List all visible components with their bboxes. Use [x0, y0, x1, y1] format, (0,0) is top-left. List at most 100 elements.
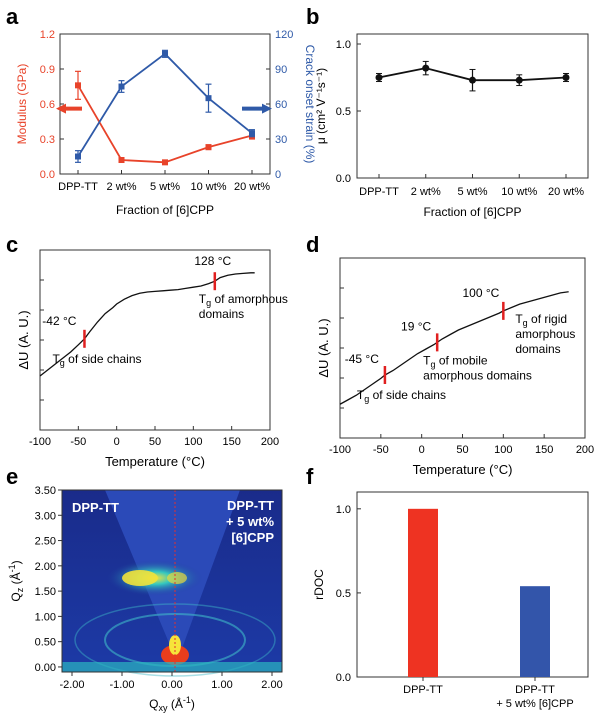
- crack-marker: [162, 50, 168, 57]
- y-left-tick-label: 0.0: [40, 169, 55, 181]
- x-tick-label: 5 wt%: [150, 181, 180, 193]
- tg-temperature-label: 100 °C: [463, 286, 500, 300]
- x-tick-label: 10 wt%: [501, 186, 537, 198]
- x-tick-label: 150: [535, 444, 553, 456]
- y-axis-label: rDOC: [312, 569, 326, 600]
- x-tick-label: 0.00: [161, 679, 182, 691]
- tg-description-line: amorphous: [515, 327, 575, 341]
- mobility-marker: [375, 74, 383, 81]
- x-tick-label: DPP-TT: [359, 186, 399, 198]
- x-tick-label: 100: [494, 444, 512, 456]
- panel-letter-e: e: [6, 464, 18, 489]
- x-tick-label: 50: [456, 444, 468, 456]
- x-tick-label: DPP-TT: [58, 181, 98, 193]
- tg-rest: of rigid: [528, 312, 567, 326]
- rdoc-bar: [408, 508, 438, 677]
- y-axis-label: μ (cm² V⁻¹s⁻¹): [314, 68, 328, 144]
- plot-frame: [356, 33, 589, 179]
- y-left-tick-label: 1.2: [40, 29, 55, 41]
- mobility-marker: [515, 76, 523, 84]
- giwaxs-right-label-line: DPP-TT: [227, 498, 274, 513]
- y-tick-label: 2.50: [35, 536, 56, 548]
- x-tick-label: 200: [261, 436, 279, 448]
- plot-frame: [39, 249, 271, 431]
- x-axis-label-part: Q: [149, 697, 158, 711]
- x-tick-label: 5 wt%: [458, 186, 488, 198]
- x-tick-label: 20 wt%: [548, 186, 584, 198]
- tg-subscript: g: [206, 298, 211, 308]
- tg-description-label: Tg of rigid: [515, 312, 567, 328]
- y-tick-label: 0.50: [35, 637, 56, 649]
- y-axis-label-part: Q: [9, 592, 23, 601]
- tg-subscript: g: [364, 394, 369, 404]
- y-axis-label-part: (Å: [8, 572, 23, 587]
- x-tick-label: 20 wt%: [234, 181, 270, 193]
- x-axis-label-part: (Å: [167, 696, 182, 711]
- panel-letter-b: b: [306, 4, 319, 29]
- y-left-tick-label: 0.9: [40, 64, 55, 76]
- x-tick-label: 0: [114, 436, 120, 448]
- y-tick-label: 0.00: [35, 662, 56, 674]
- x-tick-label: -100: [29, 436, 51, 448]
- x-tick-label: 150: [222, 436, 240, 448]
- panel-b-mobility-chart: 0.0 0.5 1.0 DPP-TT 2 wt% 5 wt% 10 wt% 20 wt% Fra…: [314, 33, 589, 219]
- tg-T: T: [423, 353, 431, 367]
- x-axis-label: Qxy (Å-1): [149, 695, 195, 713]
- x-tick-label: 10 wt%: [190, 181, 226, 193]
- y-right-tick-label: 60: [275, 99, 287, 111]
- panel-letter-c: c: [6, 232, 18, 257]
- tg-description-line: amorphous domains: [423, 368, 532, 382]
- crack-marker: [205, 95, 212, 102]
- tg-description-label: Tg of side chains: [357, 388, 446, 404]
- panel-d-dsc-curve: -100 -50 0 50 100 150 200 Temperature (°C) ΔU (A…: [316, 257, 594, 477]
- x-tick-label: 50: [149, 436, 161, 448]
- x-axis-label: Temperature (°C): [105, 454, 205, 469]
- x-axis-label: Fraction of [6]CPP: [423, 205, 521, 219]
- tg-description-line: domains: [515, 342, 560, 356]
- right-axis-arrowhead: [262, 103, 272, 114]
- y-tick-label: 3.50: [35, 485, 56, 497]
- rdoc-bar: [520, 586, 550, 677]
- y-tick-label: 0.0: [336, 672, 351, 684]
- y-left-tick-label: 0.6: [40, 99, 55, 111]
- crack-marker: [249, 130, 255, 137]
- modulus-line: [77, 84, 253, 164]
- x-axis-label: Fraction of [6]CPP: [116, 203, 214, 217]
- x-tick-label: 2 wt%: [107, 181, 137, 193]
- y-left-axis-label: Modulus (GPa): [15, 64, 29, 145]
- tg-temperature-label: -42 °C: [42, 314, 76, 328]
- tg-rest: of amorphous: [211, 292, 288, 306]
- y-tick-label: 0.5: [336, 588, 351, 600]
- giwaxs-beamstop-glow: [169, 635, 181, 655]
- x-tick-label: -100: [329, 444, 351, 456]
- panel-letter-f: f: [306, 464, 314, 489]
- y-tick-label: 0.5: [336, 106, 351, 118]
- y-right-tick-label: 0: [275, 169, 281, 181]
- crack-line: [77, 52, 253, 157]
- giwaxs-right-label-line: [6]CPP: [231, 530, 274, 545]
- x-axis-label: Temperature (°C): [413, 462, 513, 477]
- modulus-marker: [118, 157, 125, 163]
- tg-description-line: domains: [199, 307, 244, 321]
- y-tick-label: 1.00: [35, 611, 56, 623]
- crack-marker: [75, 153, 81, 160]
- panel-f-rdoc-bar-chart: 0.0 0.5 1.0 rDOC DPP-TT DPP-TT + 5 wt% [6]CPP: [312, 491, 589, 710]
- crack-marker: [118, 83, 125, 90]
- tg-rest: of side chains: [65, 352, 142, 366]
- mobility-marker: [469, 76, 476, 84]
- x-axis-label-part: xy: [158, 703, 168, 713]
- y-tick-label: 0.0: [336, 173, 351, 185]
- y-tick-label: 1.0: [336, 504, 351, 516]
- giwaxs-right-label-line: + 5 wt%: [226, 514, 274, 529]
- tg-description-label: Tg of mobile: [423, 353, 488, 369]
- tg-subscript: g: [523, 318, 528, 328]
- x-tick-label: 2 wt%: [411, 186, 441, 198]
- tg-description-label: Tg of side chains: [52, 352, 141, 368]
- dsc-curve: [339, 291, 569, 405]
- tg-subscript: g: [60, 358, 65, 368]
- tg-subscript: g: [431, 359, 436, 369]
- x-tick-label: 0: [419, 444, 425, 456]
- y-axis-label-part: z: [15, 587, 25, 592]
- x-tick-label: DPP-TT: [403, 684, 443, 696]
